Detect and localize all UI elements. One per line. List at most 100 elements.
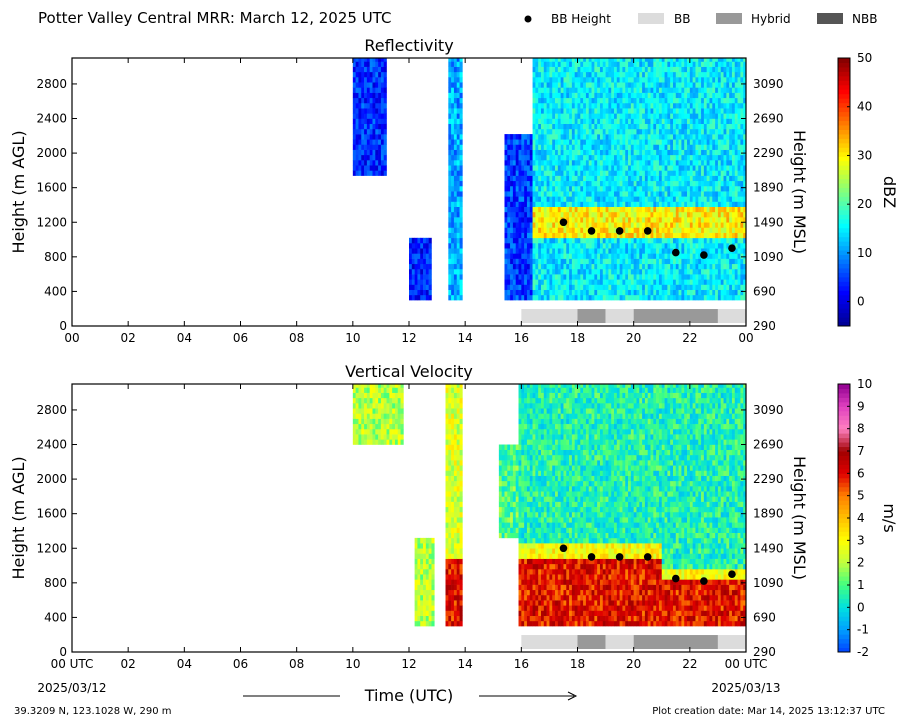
heatmap-cell: [639, 97, 643, 104]
heatmap-cell: [425, 610, 429, 616]
heatmap-cell: [423, 284, 427, 290]
heatmap-cell: [625, 92, 629, 99]
heatmap-cell: [448, 232, 452, 239]
heatmap-cell: [510, 243, 514, 249]
heatmap-cell: [608, 77, 612, 83]
heatmap-cell: [431, 620, 435, 627]
heatmap-cell: [580, 243, 584, 249]
heatmap-cell: [583, 87, 587, 93]
heatmap-cell: [684, 180, 688, 187]
heatmap-cell: [664, 87, 668, 93]
heatmap-cell: [566, 289, 570, 296]
heatmap-cell: [636, 61, 640, 67]
heatmap-cell: [355, 413, 359, 419]
heatmap-cell: [692, 77, 696, 83]
heatmap-cell: [616, 87, 620, 93]
heatmap-cell: [608, 263, 612, 270]
heatmap-cell: [599, 227, 604, 233]
heatmap-cell: [552, 175, 556, 182]
heatmap-cell: [737, 71, 741, 78]
heatmap-cell: [670, 201, 674, 207]
colorbar-segment: [838, 129, 850, 135]
heatmap-cell: [630, 263, 634, 270]
heatmap-cell: [622, 211, 626, 218]
heatmap-cell: [549, 222, 553, 228]
heatmap-cell: [555, 248, 559, 254]
heatmap-cell: [529, 185, 533, 192]
heatmap-cell: [417, 589, 421, 596]
heatmap-cell: [672, 191, 677, 197]
heatmap-cell: [585, 248, 590, 254]
heatmap-cell: [642, 217, 646, 223]
heatmap-cell: [577, 82, 581, 88]
heatmap-cell: [518, 222, 522, 228]
heatmap-cell: [661, 123, 665, 130]
heatmap-cell: [409, 294, 413, 301]
heatmap-cell: [670, 160, 674, 166]
heatmap-cell: [560, 170, 564, 176]
heatmap-cell: [524, 180, 528, 187]
heatmap-cell: [529, 201, 533, 207]
heatmap-cell: [672, 294, 677, 301]
heatmap-cell: [642, 66, 646, 73]
heatmap-cell: [423, 289, 427, 296]
heatmap-cell: [706, 237, 710, 244]
heatmap-cell: [675, 123, 679, 130]
heatmap-cell: [546, 196, 550, 202]
heatmap-cell: [681, 258, 685, 265]
heatmap-cell: [678, 165, 682, 171]
heatmap-cell: [723, 92, 727, 99]
heatmap-cell: [383, 113, 387, 119]
heatmap-cell: [571, 294, 575, 301]
heatmap-cell: [684, 165, 688, 171]
heatmap-cell: [619, 92, 623, 99]
heatmap-cell: [555, 175, 559, 182]
heatmap-cell: [451, 263, 455, 270]
heatmap-cell: [684, 118, 688, 125]
heatmap-cell: [552, 232, 556, 239]
heatmap-cell: [392, 397, 396, 404]
heatmap-cell: [689, 268, 693, 275]
heatmap-cell: [706, 243, 710, 249]
heatmap-cell: [386, 418, 390, 425]
y-tick-right-label: 1490: [753, 215, 784, 229]
heatmap-cell: [515, 258, 519, 265]
heatmap-cell: [594, 134, 598, 140]
heatmap-cell: [540, 284, 545, 290]
heatmap-cell: [734, 243, 738, 249]
heatmap-cell: [380, 418, 385, 425]
heatmap-cell: [698, 160, 702, 166]
heatmap-cell: [664, 165, 668, 171]
heatmap-cell: [583, 268, 587, 275]
heatmap-cell: [703, 128, 707, 135]
y-tick-right-label: 1090: [753, 250, 784, 264]
heatmap-cell: [557, 175, 561, 182]
heatmap-cell: [661, 185, 665, 192]
heatmap-cell: [658, 139, 663, 145]
heatmap-cell: [672, 227, 677, 233]
heatmap-cell: [678, 258, 682, 265]
heatmap-cell: [639, 134, 643, 140]
heatmap-cell: [667, 258, 671, 265]
heatmap-cell: [543, 149, 547, 156]
heatmap-cell: [670, 66, 674, 73]
heatmap-cell: [526, 279, 531, 285]
heatmap-cell: [703, 263, 707, 270]
heatmap-cell: [366, 165, 370, 171]
heatmap-cell: [622, 253, 626, 259]
heatmap-cell: [549, 128, 553, 135]
heatmap-cell: [571, 268, 575, 275]
heatmap-cell: [423, 579, 427, 585]
heatmap-cell: [687, 154, 691, 161]
heatmap-cell: [608, 217, 612, 223]
heatmap-cell: [723, 97, 727, 104]
heatmap-cell: [625, 61, 629, 67]
heatmap-cell: [378, 413, 382, 419]
heatmap-cell: [684, 58, 688, 62]
heatmap-cell: [616, 144, 620, 150]
heatmap-cell: [532, 258, 536, 265]
heatmap-cell: [647, 232, 651, 239]
heatmap-cell: [717, 274, 722, 280]
x-tick-label: 10: [345, 331, 360, 345]
colorbar-segment: [838, 276, 850, 282]
